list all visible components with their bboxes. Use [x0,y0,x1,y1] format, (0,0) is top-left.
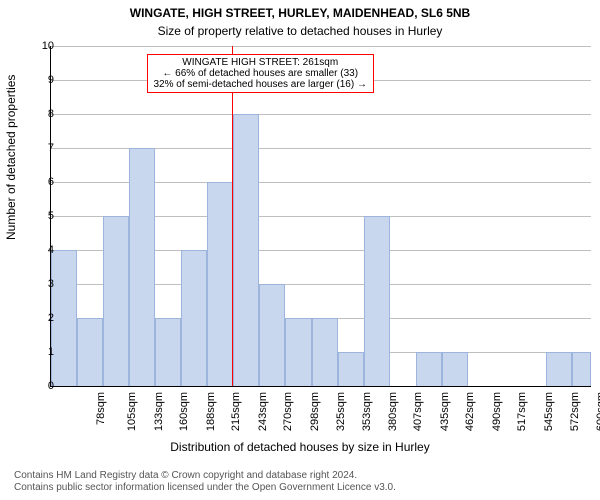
reference-line [232,46,233,386]
y-tick-label: 0 [24,380,54,392]
y-tick-label: 3 [24,278,54,290]
annotation-line: 32% of semi-detached houses are larger (… [154,79,367,90]
x-tick-label: 188sqm [205,392,217,431]
y-axis-label: Number of detached properties [4,75,18,240]
x-tick-label: 462sqm [465,392,477,431]
gridline [51,114,591,115]
y-tick-label: 10 [24,40,54,52]
histogram-bar [546,352,572,386]
annotation-line: WINGATE HIGH STREET: 261sqm [154,57,367,68]
histogram-bar [416,352,442,386]
x-tick-label: 270sqm [283,392,295,431]
x-tick-label: 572sqm [569,392,581,431]
chart-title-sub: Size of property relative to detached ho… [0,24,600,38]
x-tick-label: 105sqm [126,392,138,431]
histogram-bar [129,148,155,386]
x-tick-label: 490sqm [491,392,503,431]
x-tick-label: 243sqm [257,392,269,431]
y-tick-label: 5 [24,210,54,222]
footer-line: Contains HM Land Registry data © Crown c… [14,470,396,482]
x-tick-label: 380sqm [387,392,399,431]
x-tick-label: 325sqm [335,392,347,431]
histogram-bar [103,216,129,386]
attribution-footer: Contains HM Land Registry data © Crown c… [14,470,396,494]
x-tick-label: 545sqm [543,392,555,431]
plot-area [50,46,591,387]
histogram-bar [181,250,207,386]
footer-line: Contains public sector information licen… [14,482,396,494]
y-tick-label: 6 [24,176,54,188]
x-tick-label: 435sqm [439,392,451,431]
histogram-bar [207,182,233,386]
y-tick-label: 7 [24,142,54,154]
gridline [51,46,591,47]
histogram-bar [77,318,103,386]
annotation-line: ← 66% of detached houses are smaller (33… [154,68,367,79]
chart-container: WINGATE, HIGH STREET, HURLEY, MAIDENHEAD… [0,0,600,500]
histogram-bar [338,352,364,386]
histogram-bar [233,114,259,386]
y-tick-label: 8 [24,108,54,120]
x-tick-label: 78sqm [95,392,107,425]
histogram-bar [285,318,311,386]
y-tick-label: 2 [24,312,54,324]
histogram-bar [442,352,468,386]
x-tick-label: 215sqm [231,392,243,431]
chart-title-main: WINGATE, HIGH STREET, HURLEY, MAIDENHEAD… [0,6,600,20]
y-tick-label: 4 [24,244,54,256]
x-axis-label: Distribution of detached houses by size … [0,440,600,454]
y-tick-label: 9 [24,74,54,86]
histogram-bar [51,250,77,386]
histogram-bar [312,318,338,386]
histogram-bar [364,216,390,386]
histogram-bar [259,284,285,386]
x-tick-label: 517sqm [517,392,529,431]
x-tick-label: 133sqm [153,392,165,431]
histogram-bar [155,318,181,386]
x-tick-label: 298sqm [309,392,321,431]
y-tick-label: 1 [24,346,54,358]
x-tick-label: 160sqm [178,392,190,431]
x-tick-label: 600sqm [595,392,600,431]
x-tick-label: 353sqm [361,392,373,431]
annotation-box: WINGATE HIGH STREET: 261sqm← 66% of deta… [147,54,374,93]
x-tick-label: 407sqm [412,392,424,431]
histogram-bar [572,352,591,386]
